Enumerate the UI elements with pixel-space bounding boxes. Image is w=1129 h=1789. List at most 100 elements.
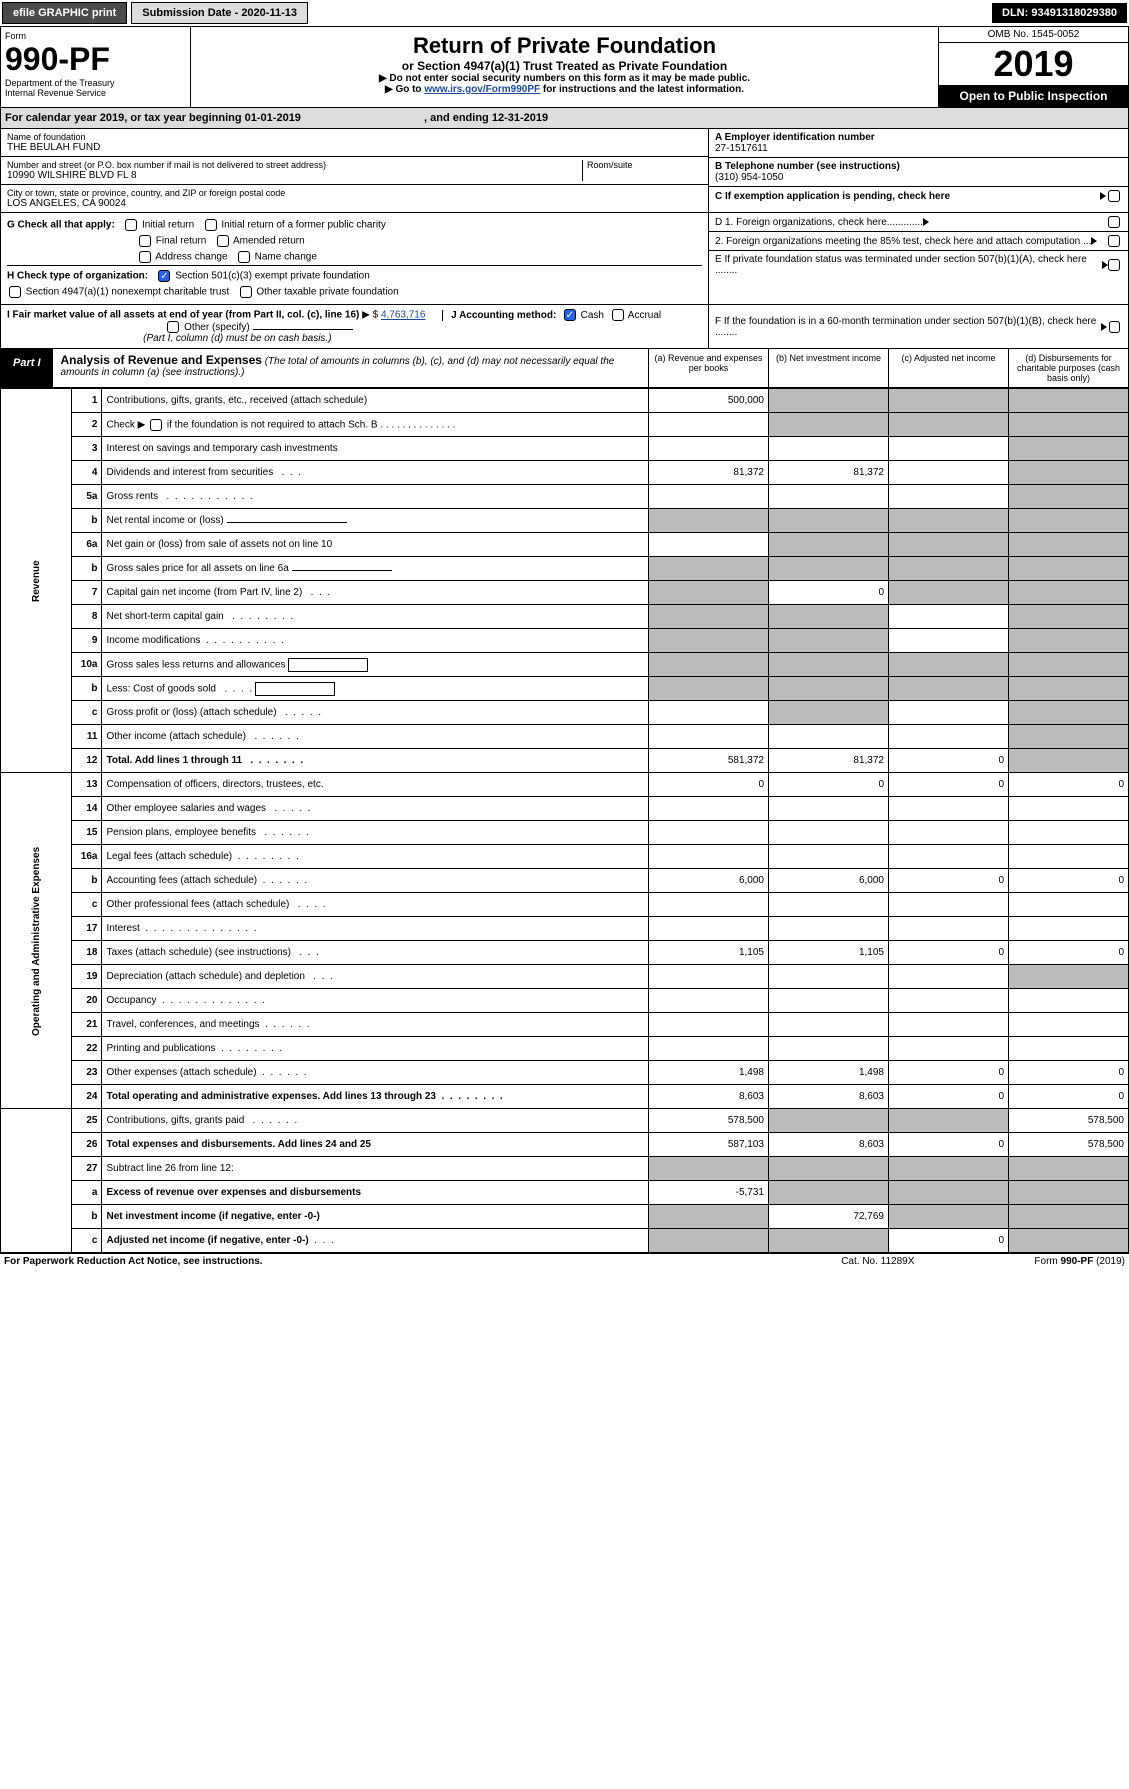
val-c [889,1013,1009,1037]
form-id-block: Form 990-PF Department of the Treasury I… [1,27,191,107]
line-num: 10a [72,653,102,677]
val-d: 578,500 [1009,1133,1129,1157]
e-checkbox[interactable] [1108,259,1120,271]
cash-checkbox[interactable] [564,309,576,321]
foundation-name: THE BEULAH FUND [7,142,702,153]
i-j-f-row: I Fair market value of all assets at end… [0,305,1129,349]
val-c [889,1157,1009,1181]
val-b: 81,372 [769,749,889,773]
line-desc: Depreciation (attach schedule) and deple… [102,965,649,989]
val-c [889,677,1009,701]
val-b: 72,769 [769,1205,889,1229]
sch-b-checkbox[interactable] [150,419,162,431]
accrual-label: Accrual [628,310,661,321]
line-num: b [72,557,102,581]
table-row: 15 Pension plans, employee benefits . . … [1,821,1129,845]
f-checkbox[interactable] [1109,321,1120,333]
line-desc: Accounting fees (attach schedule) . . . … [102,869,649,893]
initial-former-checkbox[interactable] [205,219,217,231]
val-a: 581,372 [649,749,769,773]
val-b [769,1157,889,1181]
other-checkbox[interactable] [167,321,179,333]
cal-mid: , and ending [424,112,492,124]
line-num: b [72,1205,102,1229]
val-b [769,629,889,653]
e-row: E If private foundation status was termi… [709,251,1128,279]
c-checkbox[interactable] [1108,190,1120,202]
table-row: 10a Gross sales less returns and allowan… [1,653,1129,677]
val-b [769,1013,889,1037]
val-a [649,725,769,749]
table-row: b Net rental income or (loss) [1,509,1129,533]
info-left: Name of foundation THE BEULAH FUND Numbe… [1,129,708,212]
exemption-cell: C If exemption application is pending, c… [709,187,1128,205]
initial-return-checkbox[interactable] [125,219,137,231]
name-change-checkbox[interactable] [238,251,250,263]
d2-label: 2. Foreign organizations meeting the 85%… [715,236,1091,247]
line-desc: Net short-term capital gain . . . . . . … [102,605,649,629]
d2-checkbox[interactable] [1108,235,1120,247]
d1-checkbox[interactable] [1108,216,1120,228]
val-c [889,413,1009,437]
table-row: c Adjusted net income (if negative, ente… [1,1229,1129,1253]
irs-link[interactable]: www.irs.gov/Form990PF [424,84,540,95]
table-row: b Accounting fees (attach schedule) . . … [1,869,1129,893]
val-c: 0 [889,869,1009,893]
accrual-checkbox[interactable] [612,309,624,321]
address-change-checkbox[interactable] [139,251,151,263]
val-d [1009,1037,1129,1061]
4947-checkbox[interactable] [9,286,21,298]
val-d [1009,701,1129,725]
line-desc: Net investment income (if negative, ente… [102,1205,649,1229]
line-desc: Other professional fees (attach schedule… [102,893,649,917]
val-b: 1,498 [769,1061,889,1085]
efile-button[interactable]: efile GRAPHIC print [2,2,127,24]
val-a [649,533,769,557]
table-row: 3 Interest on savings and temporary cash… [1,437,1129,461]
line-num: 27 [72,1157,102,1181]
val-b [769,533,889,557]
501c3-checkbox[interactable] [158,270,170,282]
other-taxable-checkbox[interactable] [240,286,252,298]
line-num: c [72,893,102,917]
table-row: Operating and Administrative Expenses 13… [1,773,1129,797]
address-change-label: Address change [155,252,227,263]
final-return-label: Final return [156,236,207,247]
footer-left: For Paperwork Reduction Act Notice, see … [4,1256,841,1267]
val-b [769,1181,889,1205]
instr-2: ▶ Go to www.irs.gov/Form990PF for instru… [197,84,932,95]
fmv-value[interactable]: 4,763,716 [381,310,426,321]
line-desc: Net rental income or (loss) [102,509,649,533]
4947-label: Section 4947(a)(1) nonexempt charitable … [26,287,229,298]
top-bar: efile GRAPHIC print Submission Date - 20… [0,0,1129,26]
line-desc: Other employee salaries and wages . . . … [102,797,649,821]
amended-return-checkbox[interactable] [217,235,229,247]
table-row: 24 Total operating and administrative ex… [1,1085,1129,1109]
col-d-header: (d) Disbursements for charitable purpose… [1008,349,1128,387]
part1-title: Analysis of Revenue and Expenses [61,353,262,367]
val-c [889,533,1009,557]
page-footer: For Paperwork Reduction Act Notice, see … [0,1253,1129,1269]
val-b [769,701,889,725]
g-row-3: Address change Name change [7,249,702,265]
line-num: 15 [72,821,102,845]
line-num: b [72,677,102,701]
table-row: 17 Interest . . . . . . . . . . . . . . [1,917,1129,941]
line-num: 6a [72,533,102,557]
val-c [889,797,1009,821]
table-row: 2 Check ▶ if the foundation is not requi… [1,413,1129,437]
revenue-section-label: Revenue [1,389,72,773]
table-row: 23 Other expenses (attach schedule) . . … [1,1061,1129,1085]
d1-label: D 1. Foreign organizations, check here..… [715,217,923,228]
j-label: J Accounting method: [451,310,556,321]
final-return-checkbox[interactable] [139,235,151,247]
h-row: H Check type of organization: Section 50… [7,265,702,284]
val-d: 0 [1009,773,1129,797]
line-desc: Pension plans, employee benefits . . . .… [102,821,649,845]
val-d [1009,1013,1129,1037]
val-d [1009,749,1129,773]
val-d [1009,653,1129,677]
line-desc: Check ▶ if the foundation is not require… [102,413,649,437]
g-row-2: Final return Amended return [7,233,702,249]
city-cell: City or town, state or province, country… [1,185,708,212]
